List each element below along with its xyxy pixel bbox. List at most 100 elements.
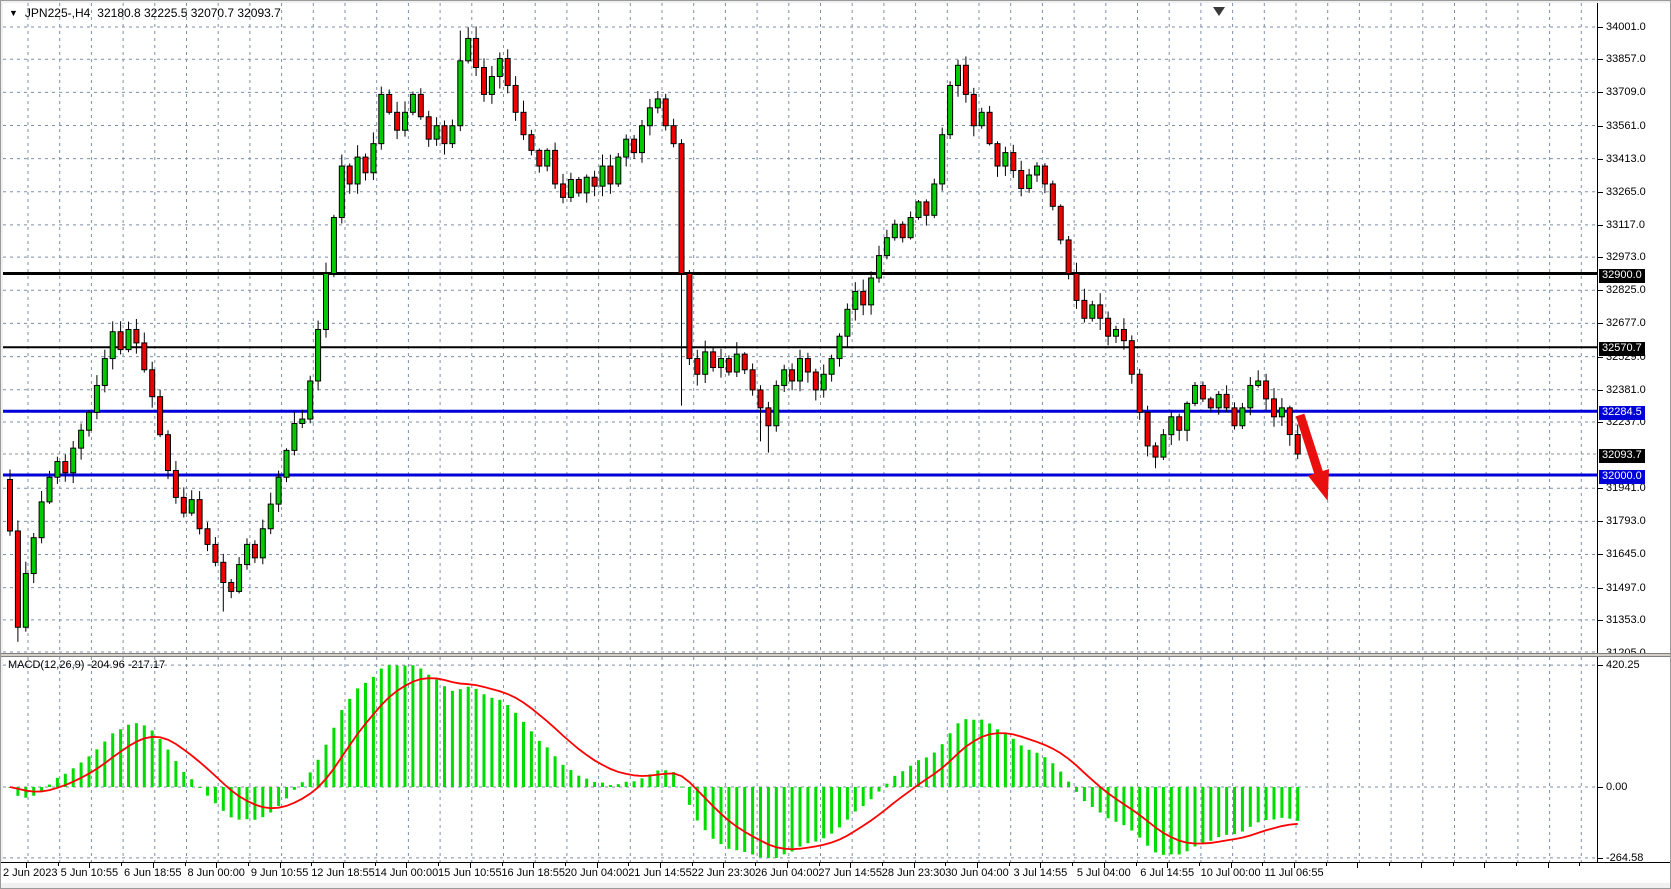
macd-bar: [1122, 787, 1126, 826]
time-axis-tick: [501, 863, 503, 866]
time-axis-tick: [374, 863, 376, 866]
candle-body: [512, 84, 519, 113]
macd-canvas[interactable]: [3, 657, 1597, 862]
time-tick-label: 6 Jul 14:55: [1140, 867, 1195, 879]
macd-tick-label: 420.25: [1606, 659, 1640, 672]
candle-body: [30, 537, 37, 575]
macd-bar: [443, 686, 446, 787]
price-axis-tick: [1598, 421, 1603, 423]
candle-body: [180, 496, 187, 514]
candle-body: [165, 434, 171, 472]
price-tick-label: 33117.0: [1606, 218, 1645, 231]
macd-bar: [435, 679, 439, 787]
macd-bar: [553, 756, 557, 787]
macd-bar: [277, 787, 281, 807]
macd-panel[interactable]: MACD(12,26,9) -204.96 -217.17: [3, 657, 1597, 862]
annotation-arrow[interactable]: [1295, 413, 1330, 501]
candle-body: [931, 183, 938, 216]
time-tick-label: 22 Jun 23:30: [691, 867, 756, 879]
macd-bar: [1043, 757, 1047, 787]
price-axis-tick: [1598, 356, 1603, 358]
macd-bar: [1177, 787, 1181, 855]
macd-bar: [719, 787, 723, 845]
macd-bar: [1288, 787, 1292, 819]
candle-body: [536, 149, 543, 167]
macd-bar: [71, 768, 75, 787]
candle-body: [757, 389, 764, 409]
candle-body: [157, 396, 164, 436]
price-axis-tick: [1598, 554, 1603, 556]
price-axis-tick: [1598, 488, 1603, 490]
candle-body: [520, 111, 527, 136]
candle-body: [346, 165, 353, 185]
macd-bar: [1161, 787, 1165, 855]
macd-bar: [474, 688, 478, 787]
time-axis-tick: [279, 863, 281, 868]
candle-body: [1247, 384, 1254, 409]
candle-body: [1026, 174, 1033, 189]
macd-bar: [766, 787, 770, 858]
macd-bar: [1280, 787, 1284, 818]
symbol-dropdown-icon[interactable]: ▼: [9, 8, 18, 18]
macd-bar: [569, 770, 573, 787]
macd-bar: [664, 770, 668, 787]
candle-body: [702, 351, 709, 375]
time-axis-tick: [184, 863, 186, 866]
price-axis-tick: [1598, 125, 1603, 127]
macd-bar: [1248, 787, 1252, 827]
candle-body: [1018, 170, 1025, 189]
macd-bar: [63, 773, 67, 787]
macd-bar: [1059, 771, 1063, 787]
main-chart-canvas[interactable]: [3, 3, 1597, 653]
candle-body: [1128, 340, 1135, 375]
macd-bar: [1035, 752, 1039, 787]
macd-bar: [450, 690, 454, 787]
price-tick-label: 32825.0: [1606, 284, 1646, 297]
macd-bar: [601, 782, 604, 787]
candle-body: [844, 308, 851, 337]
macd-bar: [419, 668, 423, 787]
candle-body: [449, 125, 456, 145]
candle-body: [172, 470, 179, 498]
macd-bar: [340, 710, 344, 787]
candle-body: [710, 351, 717, 369]
macd-bar: [79, 762, 83, 787]
macd-bar: [229, 787, 233, 818]
macd-indicator-label: MACD(12,26,9) -204.96 -217.17: [8, 659, 166, 671]
macd-bar: [1185, 787, 1189, 852]
candle-body: [804, 358, 811, 373]
time-axis-tick: [881, 863, 883, 866]
macd-bar: [498, 699, 502, 787]
time-axis[interactable]: 2 Jun 2023 5 Jun 10:55 6 Jun 18:55 8 Jun 00…: [1, 862, 1670, 883]
time-axis-tick: [26, 863, 27, 868]
time-tick-label: 5 Jul 04:00: [1076, 867, 1131, 879]
candle-body: [212, 543, 219, 563]
main-chart[interactable]: ▼ JPN225-,H4 32180.8 32225.5 32070.7 320…: [3, 3, 1597, 653]
candle-body: [725, 358, 732, 373]
candle-body: [915, 201, 922, 219]
candle-body: [615, 156, 622, 185]
macd-bar: [561, 764, 565, 787]
candle-body: [394, 111, 401, 131]
panel-divider[interactable]: [1, 653, 1670, 657]
macd-bar: [885, 783, 889, 787]
macd-bar: [932, 752, 936, 787]
macd-bar: [593, 781, 597, 787]
candle-body: [789, 369, 796, 382]
candle-body: [291, 423, 298, 451]
candle-body: [812, 371, 819, 391]
time-axis-tick: [247, 863, 249, 866]
candle-body: [1255, 380, 1262, 386]
candles-layer: [7, 37, 1301, 628]
candle-body: [1278, 407, 1285, 418]
price-tick-label: 33857.0: [1606, 53, 1646, 66]
candle-body: [1057, 205, 1064, 241]
candle-body: [1231, 407, 1238, 427]
macd-bar: [1067, 781, 1071, 787]
price-axis[interactable]: 34001.0 33857.0 33709.0 33561.0 33413.0 33265…: [1597, 3, 1670, 864]
time-axis-tick: [1294, 863, 1295, 868]
macd-bar: [261, 787, 265, 818]
candle-body: [133, 328, 140, 344]
candle-body: [1294, 434, 1301, 455]
candle-body: [923, 201, 930, 216]
